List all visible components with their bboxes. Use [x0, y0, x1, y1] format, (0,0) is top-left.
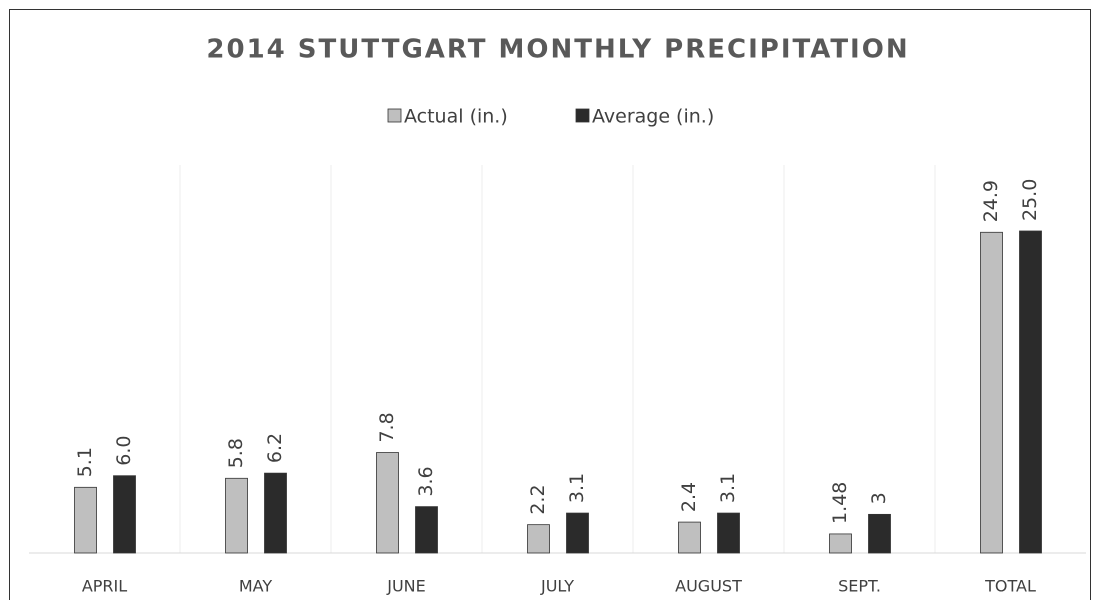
data-label: 1.48	[829, 482, 851, 524]
x-tick-label: TOTAL	[984, 577, 1036, 596]
chart-title: 2014 STUTTGART MONTHLY PRECIPITATION	[206, 35, 909, 65]
x-tick-label: AUGUST	[675, 577, 742, 596]
data-label: 3.6	[415, 466, 437, 496]
legend-label: Actual (in.)	[404, 106, 508, 128]
bar	[113, 475, 136, 554]
bar	[868, 513, 891, 554]
legend-swatch	[575, 108, 590, 123]
data-label: 5.8	[225, 438, 247, 468]
data-label: 3.1	[717, 473, 739, 503]
bar	[980, 231, 1003, 554]
bar	[1019, 230, 1042, 554]
frame	[9, 9, 1091, 600]
bar	[527, 524, 550, 554]
bar	[829, 533, 852, 554]
bar	[566, 512, 589, 554]
data-label: 24.9	[980, 180, 1002, 222]
bar	[376, 452, 399, 554]
data-label: 5.1	[74, 447, 96, 477]
legend-label: Average (in.)	[592, 106, 714, 128]
data-label: 6.2	[264, 433, 286, 463]
data-label: 6.0	[113, 436, 135, 466]
bar	[415, 506, 438, 554]
data-label: 2.2	[527, 484, 549, 514]
x-tick-label: SEPT.	[838, 577, 881, 596]
data-label: 7.8	[376, 412, 398, 442]
x-tick-label: JUNE	[386, 577, 426, 596]
bar	[74, 486, 97, 554]
data-label: 3.1	[566, 473, 588, 503]
bar	[264, 472, 287, 554]
x-tick-label: APRIL	[82, 577, 127, 596]
data-label: 3	[868, 492, 890, 504]
bar	[225, 477, 248, 554]
data-label: 25.0	[1019, 179, 1041, 221]
data-label: 2.4	[678, 482, 700, 512]
x-tick-label: JULY	[540, 577, 574, 596]
bar	[678, 521, 701, 554]
legend-swatch	[387, 108, 402, 123]
bar	[717, 512, 740, 554]
x-tick-label: MAY	[239, 577, 273, 596]
